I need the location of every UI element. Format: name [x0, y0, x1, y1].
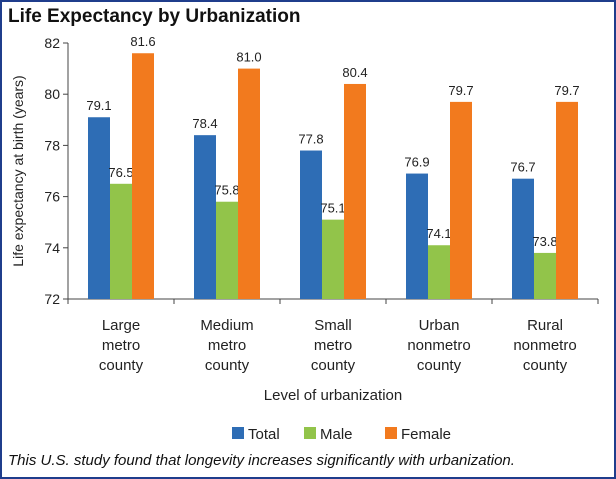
x-category-label: nonmetro — [513, 337, 576, 354]
data-label-total-3: 77.8 — [298, 132, 323, 147]
x-category-label: metro — [102, 337, 140, 354]
data-label-male-4: 74.1 — [426, 226, 451, 241]
data-label-male-5: 73.8 — [532, 234, 557, 249]
bar-female-3 — [344, 83, 366, 300]
x-category-label: metro — [314, 337, 352, 354]
bar-male-5 — [534, 252, 556, 299]
legend-label-male: Male — [320, 426, 353, 442]
data-label-male-1: 76.5 — [108, 165, 133, 180]
bar-male-3 — [322, 219, 344, 299]
figure-caption: This U.S. study found that longevity inc… — [8, 452, 515, 469]
bar-female-5 — [556, 101, 578, 299]
life-expectancy-chart: 72 74 76 78 80 82 Life expectancy at birth (ye… — [10, 34, 599, 442]
data-label-male-2: 75.8 — [214, 183, 239, 198]
data-label-female-3: 80.4 — [342, 65, 367, 80]
x-category-label: Small — [314, 317, 352, 334]
bar-female-2 — [238, 68, 260, 299]
x-category-label: Medium — [200, 317, 253, 334]
x-category-label: county — [523, 357, 568, 374]
bar-total-1 — [88, 117, 110, 300]
y-tick-label: 76 — [44, 189, 60, 205]
data-label-female-4: 79.7 — [448, 83, 473, 98]
legend-swatch-female — [385, 427, 397, 439]
data-label-female-2: 81.0 — [236, 50, 261, 65]
x-category-label: Urban — [419, 317, 460, 334]
data-label-female-5: 79.7 — [554, 83, 579, 98]
x-axis-title: Level of urbanization — [264, 387, 402, 404]
figure-title: Life Expectancy by Urbanization — [8, 6, 301, 27]
bar-female-1 — [132, 53, 154, 299]
y-tick-label: 80 — [44, 86, 60, 102]
x-category-label: nonmetro — [407, 337, 470, 354]
data-label-total-1: 79.1 — [86, 98, 111, 113]
y-tick-label: 74 — [44, 240, 60, 256]
y-tick-label: 72 — [44, 291, 60, 307]
data-label-total-5: 76.7 — [510, 160, 535, 175]
data-label-female-1: 81.6 — [130, 34, 155, 49]
data-label-total-2: 78.4 — [192, 116, 217, 131]
y-tick-label: 82 — [44, 35, 60, 51]
x-category-label: county — [99, 357, 144, 374]
data-label-male-3: 75.1 — [320, 201, 345, 216]
legend-label-total: Total — [248, 426, 280, 442]
x-category-label: county — [417, 357, 462, 374]
bar-male-1 — [110, 183, 132, 299]
data-label-total-4: 76.9 — [404, 155, 429, 170]
legend-swatch-male — [304, 427, 316, 439]
bar-male-2 — [216, 201, 238, 299]
bar-total-5 — [512, 178, 534, 299]
x-category-label: county — [205, 357, 250, 374]
bar-total-2 — [194, 135, 216, 299]
bar-female-4 — [450, 101, 472, 299]
bar-total-4 — [406, 173, 428, 299]
bar-male-4 — [428, 245, 450, 299]
y-axis-title: Life expectancy at birth (years) — [10, 75, 26, 266]
bar-total-3 — [300, 150, 322, 299]
legend-swatch-total — [232, 427, 244, 439]
x-category-label: metro — [208, 337, 246, 354]
x-category-label: county — [311, 357, 356, 374]
y-tick-label: 78 — [44, 137, 60, 153]
x-category-label: Rural — [527, 317, 563, 334]
x-category-label: Large — [102, 317, 140, 334]
legend-label-female: Female — [401, 426, 451, 442]
